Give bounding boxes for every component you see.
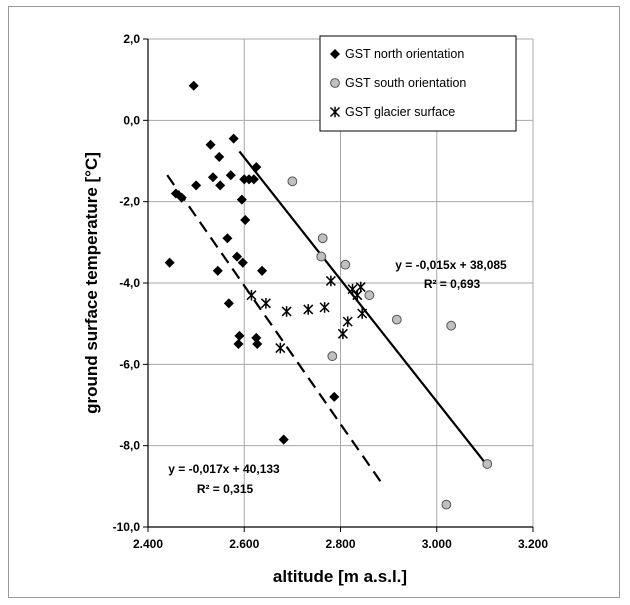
point-north-3 <box>188 80 199 91</box>
point-north-27 <box>278 434 289 445</box>
point-glacier-0 <box>246 289 257 301</box>
tick-labels: 2.400 2.600 2.800 3.000 3.200 2,0 0,0 -2,0 -4,0 -… <box>113 32 549 551</box>
trend-south-r2: R² = 0,693 <box>424 277 481 291</box>
point-north-6 <box>207 172 218 183</box>
legend: GST north orientation GST south orientat… <box>319 35 517 132</box>
point-north-18 <box>237 257 248 268</box>
point-south-6 <box>391 314 402 325</box>
point-north-10 <box>222 233 233 244</box>
axes <box>143 38 534 532</box>
x-tick-label-1: 2.600 <box>229 537 259 551</box>
point-south-9 <box>482 459 493 469</box>
point-glacier-6 <box>325 275 336 287</box>
legend-label-glacier: GST glacier surface <box>345 105 455 119</box>
point-glacier-1 <box>260 298 271 309</box>
trendline-north <box>166 174 383 484</box>
y-tick-label-6: -10,0 <box>113 520 141 534</box>
legend-marker-glacier <box>329 106 341 118</box>
x-tick-label-3: 3.000 <box>422 537 452 551</box>
point-north-13 <box>228 133 239 144</box>
point-south-2 <box>316 251 327 262</box>
legend-box <box>319 35 517 132</box>
data-points <box>164 80 493 510</box>
y-tick-label-3: -4,0 <box>119 276 140 290</box>
legend-marker-south <box>330 78 340 88</box>
point-glacier-11 <box>355 281 366 293</box>
point-glacier-8 <box>342 316 353 327</box>
x-tick-label-0: 2.400 <box>133 537 163 551</box>
legend-label-north: GST north orientation <box>345 47 464 61</box>
point-north-4 <box>191 180 202 191</box>
point-north-20 <box>240 214 251 225</box>
point-north-8 <box>214 151 225 162</box>
point-glacier-3 <box>281 306 292 317</box>
point-glacier-9 <box>347 283 358 295</box>
legend-label-south: GST south orientation <box>345 76 466 90</box>
figure-frame: 2.400 2.600 2.800 3.000 3.200 2,0 0,0 -2,0 -4,0 -… <box>8 6 620 598</box>
y-tick-label-0: 2,0 <box>123 32 140 46</box>
y-tick-label-4: -6,0 <box>119 357 140 371</box>
x-axis-title: altitude [m a.s.l.] <box>273 567 407 586</box>
point-north-17 <box>236 194 247 205</box>
trendlines <box>166 150 489 484</box>
point-north-1 <box>170 188 181 199</box>
point-north-15 <box>233 338 244 350</box>
point-south-0 <box>287 176 298 187</box>
point-north-12 <box>225 170 236 181</box>
point-north-14 <box>232 251 243 262</box>
y-tick-label-1: 0,0 <box>123 113 140 127</box>
scatter-chart: 2.400 2.600 2.800 3.000 3.200 2,0 0,0 -2,0 -4,0 -… <box>82 32 549 586</box>
legend-keys <box>329 48 341 118</box>
point-south-8 <box>446 320 457 331</box>
y-tick-label-5: -8,0 <box>119 439 140 453</box>
legend-marker-north <box>329 48 341 60</box>
point-north-26 <box>257 265 268 276</box>
y-axis-title: ground surface temperature [°C] <box>82 152 101 414</box>
point-south-3 <box>327 351 338 362</box>
point-glacier-5 <box>319 302 330 313</box>
point-north-5 <box>205 139 216 150</box>
y-tick-label-2: -2,0 <box>119 195 140 209</box>
point-glacier-2 <box>275 342 286 354</box>
point-north-28 <box>329 391 340 402</box>
point-north-22 <box>248 174 259 185</box>
x-tick-label-2: 2.800 <box>325 537 355 551</box>
point-north-23 <box>251 162 262 173</box>
point-north-16 <box>234 330 245 341</box>
point-glacier-12 <box>357 308 368 319</box>
point-north-25 <box>252 338 263 350</box>
trend-north-equation: y = -0,017x + 40,133 <box>168 462 280 476</box>
x-tick-label-4: 3.200 <box>518 537 548 551</box>
trend-north-r2: R² = 0,315 <box>197 482 254 496</box>
point-glacier-4 <box>303 304 314 315</box>
point-south-1 <box>317 233 328 244</box>
trend-south-equation: y = -0,015x + 38,085 <box>395 258 507 272</box>
point-north-7 <box>212 265 223 276</box>
point-south-5 <box>364 290 375 301</box>
point-south-7 <box>441 499 452 510</box>
point-north-9 <box>215 180 226 191</box>
point-south-4 <box>340 259 351 270</box>
point-north-11 <box>223 298 234 309</box>
point-north-0 <box>164 257 175 268</box>
point-glacier-7 <box>337 328 348 340</box>
trendline-south <box>238 150 489 467</box>
point-north-2 <box>176 192 187 203</box>
